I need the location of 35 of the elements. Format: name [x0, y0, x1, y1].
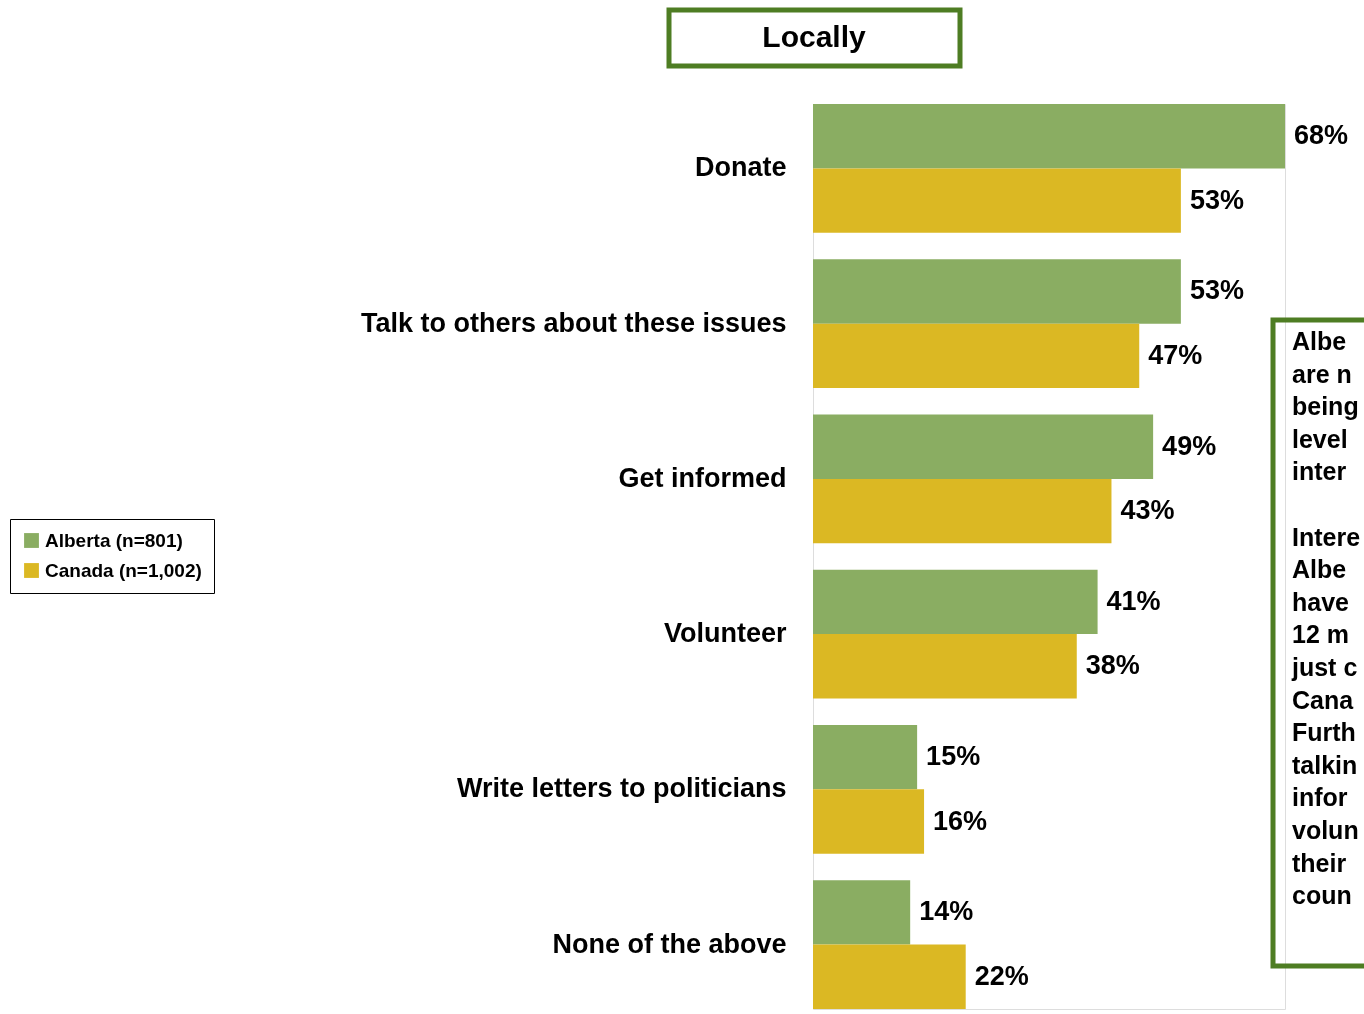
bar	[813, 478, 1112, 544]
data-label: 14%	[919, 896, 974, 927]
data-label: 38%	[1085, 650, 1140, 681]
y-tick-label: Get informed	[618, 462, 787, 493]
bar	[813, 880, 911, 945]
data-label: 47%	[1148, 339, 1203, 370]
data-label: 53%	[1189, 275, 1244, 306]
bar	[813, 414, 1154, 479]
data-label: 68%	[1294, 120, 1349, 151]
bar	[813, 259, 1181, 324]
bar	[813, 104, 1285, 169]
y-tick-label: Donate	[694, 152, 787, 183]
bar	[813, 168, 1181, 233]
bar	[813, 944, 966, 1009]
data-label: 22%	[974, 960, 1029, 991]
bar	[813, 323, 1140, 389]
bar	[813, 789, 925, 854]
legend-label: Canada (n=1,002)	[45, 559, 202, 581]
legend-label: Alberta (n=801)	[45, 529, 183, 551]
y-tick-label: Talk to others about these issues	[360, 307, 787, 338]
data-label: 53%	[1189, 184, 1244, 215]
text: Albe are n being level inter	[1292, 327, 1359, 486]
bar	[813, 569, 1098, 635]
y-tick-label: Write letters to politicians	[456, 773, 787, 804]
data-label: 41%	[1106, 585, 1161, 616]
bar	[813, 634, 1077, 699]
bar	[813, 724, 918, 790]
data-label: 16%	[933, 805, 988, 836]
data-label: 49%	[1162, 430, 1217, 461]
y-tick-label: None of the above	[552, 928, 787, 959]
y-tick-label: Volunteer	[663, 618, 787, 649]
data-label: 15%	[926, 741, 981, 772]
chart-title: Locally	[762, 20, 866, 53]
data-label: 43%	[1120, 495, 1175, 526]
text: Intere Albe have 12 m just c Cana Furth talkin infor volun their coun	[1292, 522, 1361, 910]
